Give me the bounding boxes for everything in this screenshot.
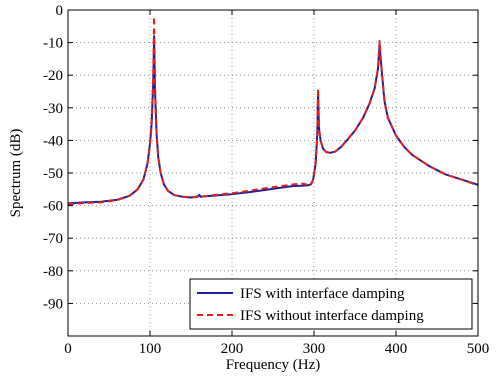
x-axis-label: Frequency (Hz) [226, 357, 321, 373]
y-tick-label: -10 [43, 36, 63, 52]
legend-label-series-2: IFS without interface damping [240, 308, 424, 324]
y-tick-label: -20 [43, 68, 63, 84]
y-tick-label: -90 [43, 296, 63, 312]
x-tick-label: 400 [385, 341, 408, 357]
x-tick-label: 0 [64, 341, 72, 357]
x-tick-label: 500 [467, 341, 490, 357]
legend-label-series-1: IFS with interface damping [240, 286, 405, 302]
x-tick-label: 100 [139, 341, 162, 357]
y-tick-label: -50 [43, 166, 63, 182]
axis-ticks: 0 100 200 300 400 500 0 -10 -20 -30 -40 -50 -60 -70 -8… [43, 3, 489, 357]
y-axis-label: Spectrum (dB) [8, 129, 24, 218]
y-tick-label: -40 [43, 133, 63, 149]
series-line-2 [68, 15, 478, 206]
y-tick-label: -70 [43, 231, 63, 247]
y-tick-label: -80 [43, 264, 63, 280]
legend-box [189, 278, 473, 330]
series-layer [68, 15, 478, 206]
legend: IFS with interface damping IFS without i… [189, 278, 473, 330]
x-tick-label: 200 [221, 341, 244, 357]
y-tick-label: -60 [43, 199, 63, 215]
y-tick-label: -30 [43, 101, 63, 117]
x-tick-label: 300 [303, 341, 326, 357]
y-tick-label: 0 [56, 3, 64, 19]
